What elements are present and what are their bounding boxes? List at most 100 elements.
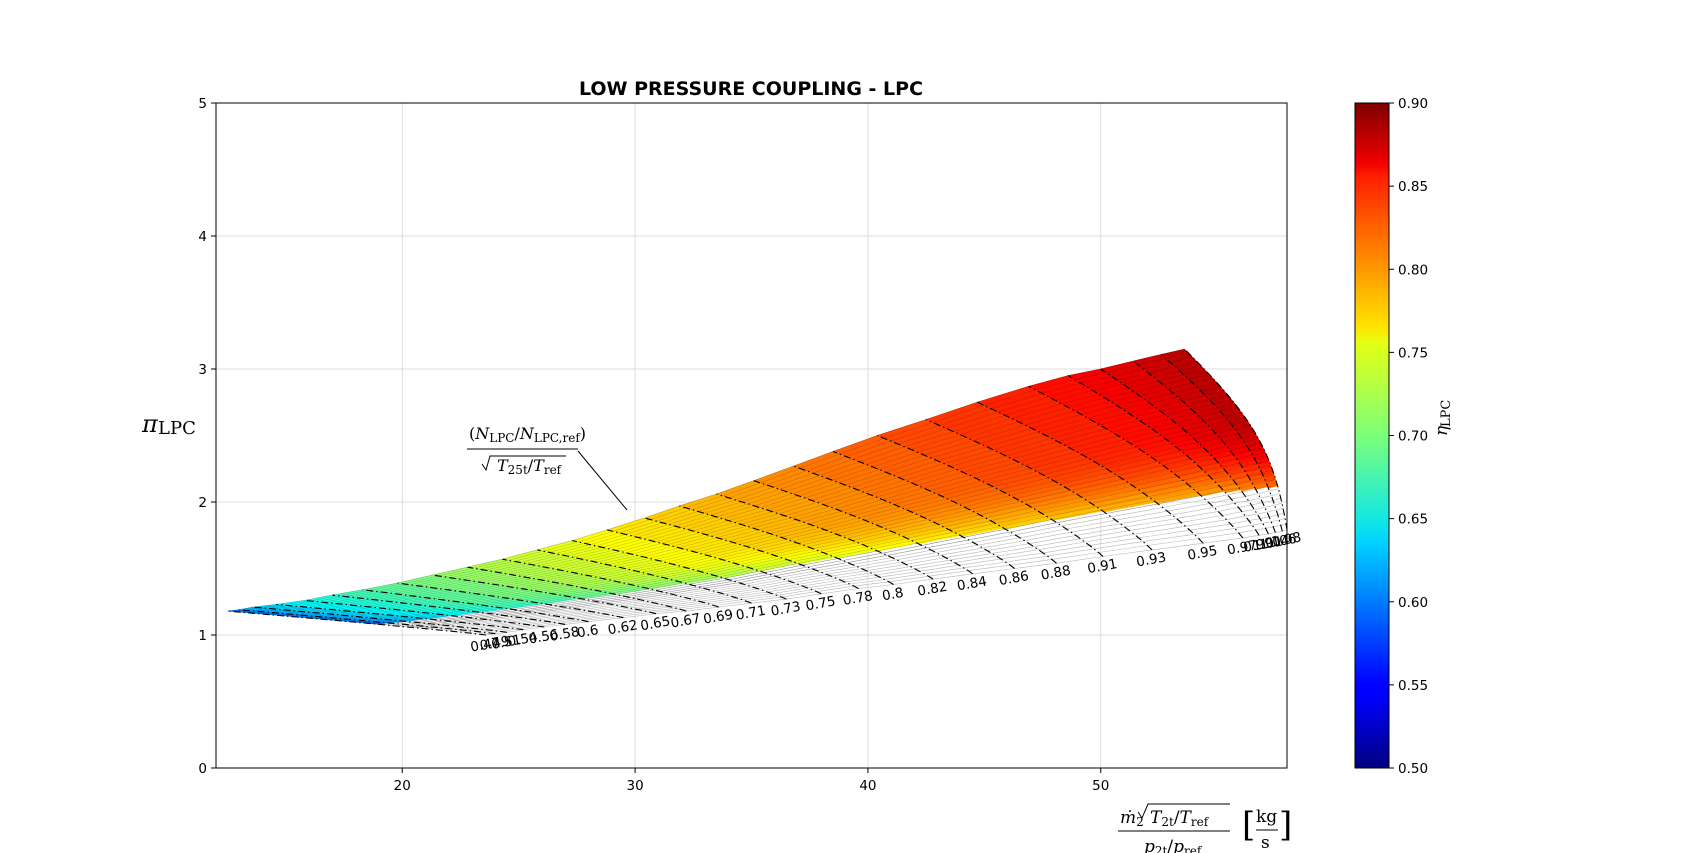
speed-line-label: 1.04	[1258, 532, 1290, 553]
speed-line	[1028, 385, 1244, 539]
speed-lines	[227, 348, 1287, 636]
colorbar-label: η LPC	[1432, 400, 1454, 436]
svg-text:s: s	[1261, 833, 1270, 853]
y-tick-label: 4	[198, 229, 207, 245]
svg-text:kg: kg	[1256, 807, 1277, 827]
speed-line-label: 0.73	[770, 599, 802, 620]
speed-line-label: 0.93	[1135, 549, 1167, 570]
speed-line-label: 0.69	[702, 607, 734, 628]
y-tick-label: 1	[198, 628, 207, 644]
speed-line-label: 0.84	[956, 573, 988, 594]
speed-line	[1132, 360, 1276, 533]
x-tick-label: 40	[859, 778, 876, 794]
speed-line-label: 0.8	[881, 585, 905, 604]
speed-line	[253, 606, 508, 633]
x-axis-ticks: 20 30 40 50	[394, 768, 1109, 794]
colorbar-tick-label: 0.70	[1398, 429, 1428, 445]
svg-text:T2t/Tref: T2t/Tref	[1150, 808, 1210, 829]
speed-line-label: 1.01	[1251, 533, 1283, 554]
efficiency-contour	[343, 425, 1251, 622]
compressor-map	[227, 348, 1287, 636]
svg-text:π: π	[141, 410, 159, 438]
speed-line-annotation: (NLPC/NLPC,ref) T25t/Tref	[467, 424, 628, 511]
speed-line-label: 0.82	[916, 579, 948, 600]
svg-text:p2t/pref: p2t/pref	[1144, 837, 1203, 853]
colorbar-gradient	[1354, 102, 1390, 769]
speed-line	[644, 517, 859, 589]
speed-line	[572, 540, 787, 600]
colorbar-tick-label: 0.80	[1398, 262, 1428, 278]
speed-line	[753, 480, 974, 575]
y-tick-label: 0	[198, 761, 207, 777]
speed-line-label: 0.62	[607, 617, 639, 638]
speed-line-label: 0.51	[490, 632, 522, 653]
speed-line-label: 0.58	[548, 624, 580, 645]
svg-text:LPC: LPC	[1439, 400, 1454, 427]
x-tick-label: 20	[394, 778, 411, 794]
speed-line	[537, 549, 752, 604]
svg-text:T25t/Tref: T25t/Tref	[497, 456, 563, 477]
svg-text:ṁ2: ṁ2	[1120, 808, 1144, 829]
speed-line-label: 0.54	[506, 629, 538, 650]
efficiency-contour	[285, 386, 1221, 617]
speed-line	[679, 505, 894, 585]
efficiency-contour	[311, 403, 1236, 619]
speed-line	[1067, 375, 1260, 536]
speed-line-label: 0.91	[1086, 556, 1118, 577]
y-axis-label: π LPC	[141, 410, 196, 439]
speed-line-label: 0.56	[527, 627, 559, 648]
speed-line	[332, 594, 566, 625]
speed-line	[1184, 348, 1287, 530]
efficiency-contour	[350, 429, 1254, 623]
colorbar-tick-label: 0.90	[1398, 96, 1428, 112]
speed-line-label: 0.47	[469, 635, 501, 656]
speed-line	[1160, 353, 1283, 532]
y-axis-ticks: 0 1 2 3 4 5	[198, 96, 216, 777]
speed-line-label: 1.08	[1270, 530, 1302, 551]
colorbar-tick-label: 0.85	[1398, 179, 1428, 195]
plot-frame	[215, 102, 1288, 769]
efficiency-contour	[227, 348, 1185, 612]
speed-line	[432, 574, 657, 615]
y-tick-label: 5	[198, 96, 207, 112]
speed-line	[304, 599, 545, 628]
efficiency-contour	[318, 407, 1239, 620]
speed-line-label: 0.78	[842, 588, 874, 609]
speed-line-label: 0.99	[1242, 535, 1274, 556]
efficiency-contour	[414, 474, 1275, 628]
speed-line	[606, 529, 822, 595]
colorbar-tick-label: 0.50	[1398, 761, 1428, 777]
speed-line-label: 0.67	[669, 611, 701, 632]
efficiency-contour	[253, 365, 1202, 614]
efficiency-contour	[266, 373, 1210, 615]
speed-line-label: 0.88	[1040, 563, 1072, 584]
efficiency-contour	[395, 460, 1270, 627]
colorbar-tick-label: 0.60	[1398, 595, 1428, 611]
speed-line-label: 0.71	[735, 603, 767, 624]
speed-line	[716, 493, 934, 580]
x-tick-label: 30	[626, 778, 643, 794]
svg-text:(NLPC/NLPC,ref): (NLPC/NLPC,ref)	[469, 424, 586, 445]
speed-line-label: 0.75	[804, 593, 836, 614]
speed-line	[925, 418, 1153, 551]
speed-line-label: 0.65	[639, 613, 671, 634]
x-axis-label: ṁ2 T2t/Tref p2t/pref [ kg s ]	[1118, 803, 1292, 853]
speed-line	[276, 603, 524, 631]
x-tick-label: 50	[1092, 778, 1109, 794]
speed-line-labels: 0.470.490.510.540.560.580.6 0.62 0.650.67 0…	[469, 530, 1302, 656]
speed-line-label: 1.06	[1265, 531, 1297, 552]
speed-line-label: 0.97	[1226, 537, 1258, 558]
speed-line	[793, 465, 1015, 569]
colorbar-tick-label: 0.55	[1398, 678, 1428, 694]
speed-line-label: 0.6	[576, 622, 600, 641]
speed-line	[502, 558, 720, 608]
speed-line	[239, 609, 496, 635]
efficiency-contour	[402, 465, 1272, 627]
speed-line	[1100, 368, 1269, 535]
speed-line-label: 0.95	[1186, 543, 1218, 564]
efficiency-cell	[1160, 348, 1191, 360]
efficiency-contour	[382, 451, 1266, 625]
speed-line	[876, 434, 1104, 557]
svg-text:[: [	[1242, 805, 1255, 845]
